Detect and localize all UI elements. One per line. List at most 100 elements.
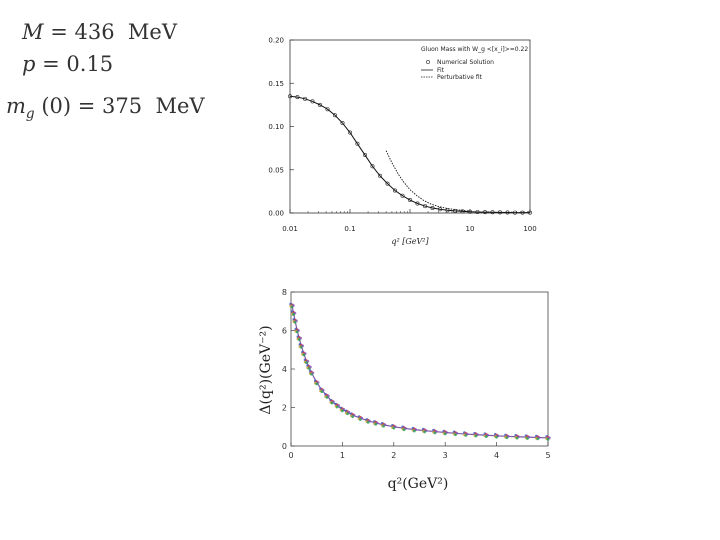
data-point (474, 434, 478, 438)
data-point-numerical (505, 210, 510, 215)
y-tick-label: 0.00 (268, 210, 284, 218)
legend-marker-circle (426, 60, 430, 64)
data-point (412, 429, 416, 433)
y-axis-title: Δ(q²)(GeV⁻²) (258, 325, 274, 414)
data-point (325, 395, 329, 399)
data-point-numerical (527, 210, 532, 215)
data-point (335, 405, 339, 409)
data-point-numerical (520, 210, 525, 215)
x-tick-label: 0.01 (282, 225, 298, 233)
x-tick-label: 0 (288, 451, 293, 460)
data-point (310, 372, 313, 376)
data-point-numerical (512, 210, 517, 215)
x-tick-label: 1 (340, 451, 345, 460)
legend: Gluon Mass with W_g <[x_i]>=0.22 Numeric… (421, 46, 528, 81)
data-point (299, 345, 303, 349)
data-point (292, 313, 295, 316)
data-point-numerical (407, 198, 412, 203)
data-point (297, 338, 301, 341)
data-point (536, 437, 540, 441)
data-point (293, 320, 297, 324)
data-point (295, 330, 299, 334)
mass-value: 436 (74, 20, 115, 44)
data-point-numerical (370, 164, 375, 169)
y-tick-label: 2 (282, 404, 287, 413)
equation-mass: M = 436 MeV (22, 20, 177, 44)
x-tick-label: 100 (523, 225, 536, 233)
data-point-numerical (423, 204, 428, 209)
data-point (290, 305, 294, 309)
data-point-numerical (392, 188, 397, 193)
series-group (289, 302, 551, 441)
data-point (305, 361, 308, 365)
data-point (495, 435, 498, 439)
power-symbol: p (22, 52, 36, 76)
data-point (423, 430, 427, 434)
equation-gluon-mass: mg (0) = 375 MeV (6, 94, 205, 122)
data-point (443, 432, 447, 436)
y-tick-label: 0 (282, 442, 287, 451)
data-point-numerical (400, 193, 405, 198)
y-tick-label: 0.05 (268, 166, 284, 174)
data-point-numerical (452, 208, 457, 213)
equals-sign: = (35, 52, 67, 76)
legend-title: Gluon Mass with W_g <[x_i]>=0.22 (421, 46, 528, 53)
data-point (526, 437, 529, 440)
data-point-numerical (475, 209, 480, 214)
data-point-numerical (467, 209, 472, 214)
data-point-numerical (340, 121, 345, 126)
data-point (307, 367, 311, 370)
x-tick-label: 0.1 (344, 225, 355, 233)
x-tick-label: 1 (408, 225, 412, 233)
data-point-numerical (287, 94, 292, 99)
power-value: 0.15 (66, 52, 114, 76)
data-point (346, 412, 349, 416)
data-point (302, 353, 306, 357)
data-point-numerical (303, 96, 308, 101)
y-tick-label: 0.20 (268, 37, 284, 45)
x-axis-title: q²(GeV²) (388, 476, 449, 492)
data-point-numerical (483, 210, 488, 215)
legend-label-fit: Fit (437, 67, 445, 74)
data-point-numerical (355, 141, 360, 146)
y-tick-label: 8 (282, 288, 287, 297)
gluon-mass-value: 375 (102, 94, 143, 118)
data-point (505, 436, 509, 440)
data-point-numerical (310, 99, 315, 104)
data-point (315, 382, 319, 386)
data-point-numerical (430, 205, 435, 210)
data-point (366, 420, 370, 424)
equation-power: p = 0.15 (22, 52, 113, 76)
y-tick-label: 6 (282, 327, 287, 336)
y-tick-label: 0.15 (268, 80, 284, 88)
data-point-numerical (325, 107, 330, 112)
gluon-mass-subscript: g (25, 106, 35, 123)
data-point-numerical (363, 153, 368, 158)
equals-sign: = (71, 94, 103, 118)
x-tick-label: 5 (545, 451, 550, 460)
x-tick-group: 0 1 2 3 4 5 (288, 442, 551, 460)
data-point (374, 422, 378, 426)
data-point-numerical (295, 95, 300, 100)
data-point (464, 434, 468, 437)
data-point-numerical (332, 113, 337, 118)
data-point-numerical (317, 102, 322, 107)
legend-label-numerical: Numerical Solution (437, 59, 494, 66)
series-group (287, 94, 532, 215)
data-point (454, 433, 457, 437)
x-tick-label: 3 (443, 451, 448, 460)
data-point-numerical (490, 210, 495, 215)
x-tick-label: 2 (391, 451, 396, 460)
x-tick-label: 10 (466, 225, 475, 233)
gluon-mass-symbol: m (6, 94, 26, 118)
y-tick-group: 0.00 0.05 0.10 0.15 0.20 (268, 37, 294, 218)
plot-frame (289, 39, 531, 214)
data-point (358, 418, 362, 421)
data-point (402, 428, 406, 432)
gluon-mass-unit: MeV (155, 94, 205, 118)
data-point-numerical (415, 201, 420, 206)
data-point (392, 426, 396, 430)
data-point (351, 415, 355, 418)
data-point (382, 424, 385, 428)
